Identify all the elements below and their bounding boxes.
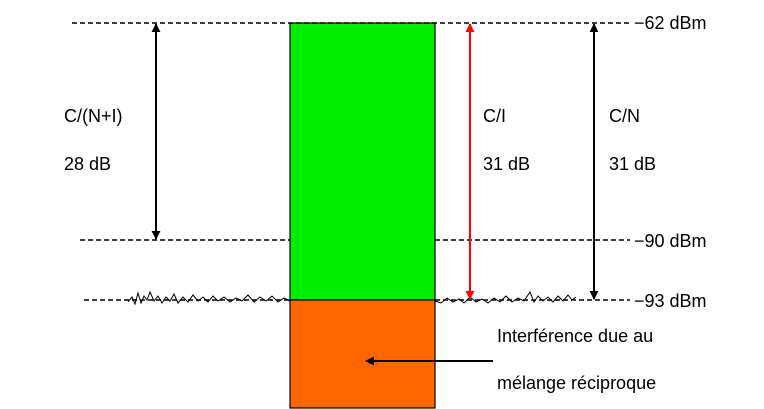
ci-value-label: 31 dB [483, 154, 530, 174]
interference-block [289, 299, 436, 409]
carrier-block [289, 22, 436, 301]
level-label-floor: −93 dBm [634, 291, 707, 311]
noise-trace-right [434, 290, 577, 304]
noise-trace-left [127, 290, 291, 306]
ci-name-label: C/I [483, 106, 506, 126]
cni-value-label: 28 dB [64, 154, 111, 174]
interference-annotation-line2: mélange réciproque [497, 373, 656, 393]
cn-name-label: C/N [609, 106, 640, 126]
level-label-top: −62 dBm [634, 13, 707, 33]
level-label-mid: −90 dBm [634, 231, 707, 251]
cn-value-label: 31 dB [609, 154, 656, 174]
interference-annotation-line1: Interférence due au [497, 326, 653, 346]
cni-name-label: C/(N+I) [64, 106, 123, 126]
